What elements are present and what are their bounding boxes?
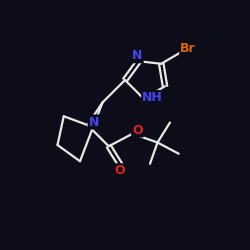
Text: N: N — [88, 116, 99, 128]
Text: N: N — [132, 49, 143, 62]
Text: O: O — [115, 164, 125, 177]
Text: O: O — [132, 124, 143, 136]
Text: NH: NH — [142, 91, 163, 104]
Text: Br: Br — [180, 42, 196, 55]
